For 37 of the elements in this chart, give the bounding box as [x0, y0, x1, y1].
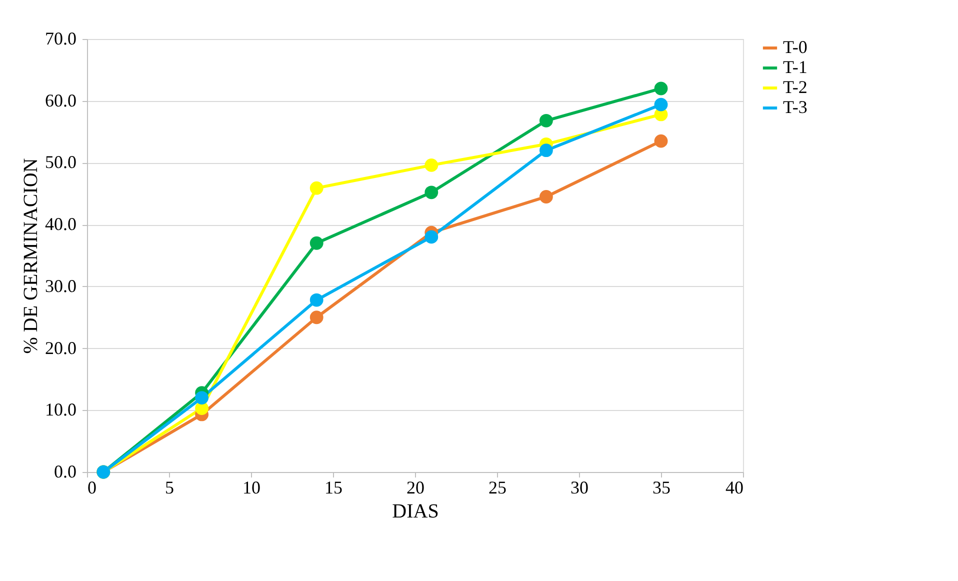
x-tick-label: 0: [88, 478, 96, 498]
x-tick-label: 10: [242, 478, 260, 498]
point: [310, 181, 324, 195]
point: [654, 134, 668, 148]
point: [310, 293, 324, 307]
y-tick-label: 70.0: [45, 28, 76, 48]
y-tick-label: 60.0: [45, 90, 76, 110]
x-tick-label: 20: [406, 478, 424, 498]
point: [310, 236, 324, 250]
x-tick-label: 25: [488, 478, 506, 498]
point: [195, 391, 209, 404]
x-tick-label: 40: [726, 478, 744, 498]
point: [539, 190, 553, 204]
point: [539, 114, 553, 128]
y-tick-label: 50.0: [45, 152, 76, 172]
y-tick-label: 40.0: [45, 214, 76, 234]
x-tick-label: 30: [570, 478, 588, 498]
legend-label: T-3: [783, 97, 808, 117]
y-axis-title: % DE GERMINACION: [20, 158, 42, 354]
y-tick-label: 20.0: [45, 338, 76, 358]
point: [310, 310, 324, 324]
x-tick-label: 35: [652, 478, 670, 498]
point: [539, 144, 553, 158]
point: [424, 158, 438, 172]
y-tick-label: 0.0: [54, 462, 76, 482]
legend-label: T-1: [783, 57, 808, 77]
point: [424, 186, 438, 200]
point: [654, 98, 668, 112]
point: [654, 82, 668, 96]
y-tick-label: 10.0: [45, 400, 76, 420]
legend-label: T-2: [783, 77, 808, 97]
x-axis-title: DIAS: [392, 500, 439, 522]
y-tick-label: 30.0: [45, 276, 76, 296]
point: [424, 230, 438, 244]
x-tick-label: 5: [165, 478, 174, 498]
legend-label: T-0: [783, 37, 808, 57]
x-tick-label: 15: [324, 478, 342, 498]
